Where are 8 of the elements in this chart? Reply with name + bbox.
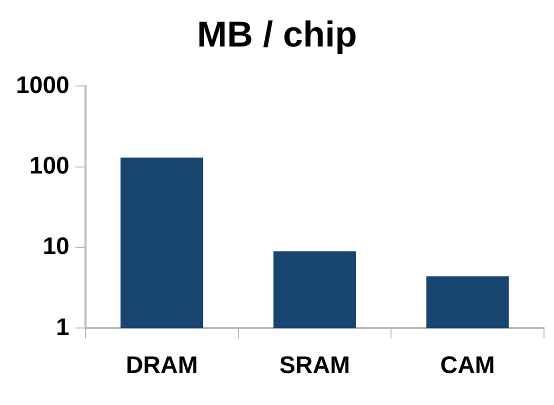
y-tick-label: 100 xyxy=(29,152,70,180)
y-tick-label: 1000 xyxy=(16,72,70,99)
y-tick-label: 10 xyxy=(42,233,70,260)
x-tick-label: DRAM xyxy=(126,352,198,380)
y-tick-label: 1 xyxy=(56,314,70,341)
chart-title: MB / chip xyxy=(197,14,357,55)
x-tick-label: SRAM xyxy=(279,352,350,380)
x-tick-label: CAM xyxy=(440,352,495,380)
